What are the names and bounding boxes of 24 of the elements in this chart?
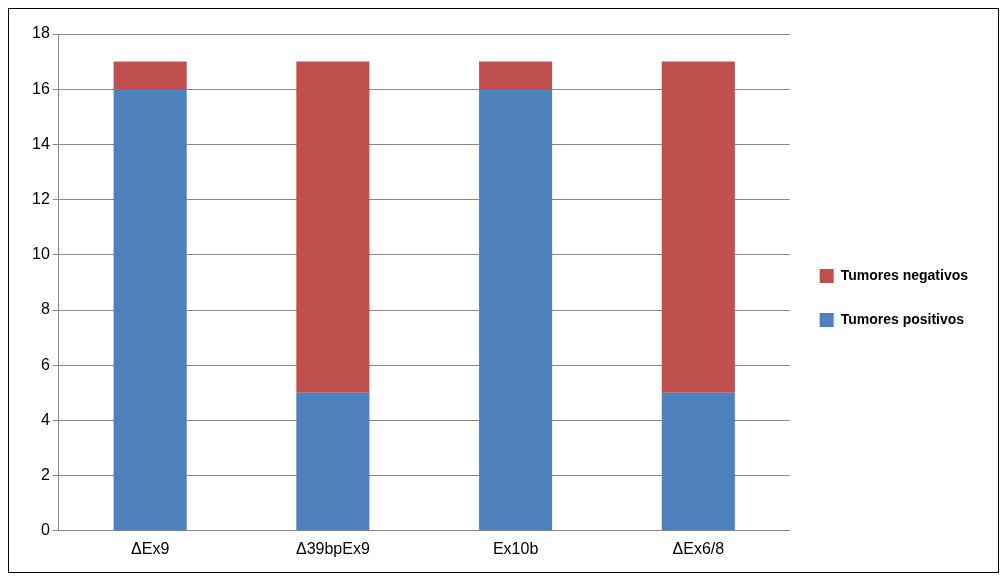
x-tick-label: Δ39bpEx9 (295, 539, 370, 557)
bar (113, 89, 187, 531)
legend-label: Tumores negativos (840, 266, 969, 283)
bar (296, 392, 370, 531)
y-tick-label: 14 (32, 134, 50, 152)
y-tick-label: 0 (40, 521, 50, 539)
y-tick-label: 6 (40, 355, 50, 373)
bar (661, 392, 735, 531)
bar (113, 61, 187, 90)
y-tick-label: 4 (40, 410, 50, 428)
y-tick-label: 8 (40, 300, 50, 318)
x-tick-label: Ex10b (492, 539, 539, 557)
y-tick-label: 2 (40, 466, 50, 484)
y-tick-label: 10 (32, 245, 50, 263)
bar (479, 89, 553, 531)
x-tick-label: ΔEx6/8 (672, 539, 725, 557)
bar (296, 61, 370, 393)
y-tick-label: 12 (32, 190, 50, 208)
x-tick-label: ΔEx9 (131, 539, 170, 557)
bar (661, 61, 735, 393)
bar (479, 61, 553, 90)
y-tick-label: 16 (32, 79, 50, 97)
legend-label: Tumores positivos (840, 310, 965, 327)
y-tick-label: 18 (32, 24, 50, 42)
